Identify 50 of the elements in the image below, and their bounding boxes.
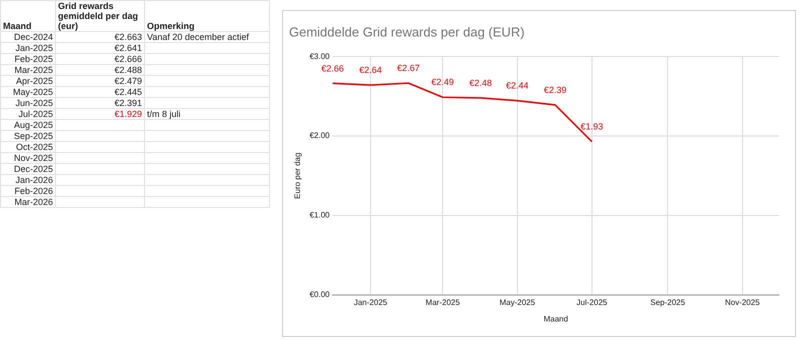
data-label: €2.49 bbox=[431, 77, 454, 88]
data-label: €2.64 bbox=[359, 65, 382, 76]
category-label: Sep-2025 bbox=[0, 130, 56, 142]
data-label: €2.66 bbox=[321, 63, 344, 74]
text: Grid rewards gemiddeld per dag (eur) bbox=[56, 0, 144, 32]
x-tick-label: Sep-2025 bbox=[650, 298, 686, 307]
data-label: €2.44 bbox=[506, 80, 529, 91]
data-label: €2.445 bbox=[56, 86, 144, 98]
y-tick-label: €0.00 bbox=[310, 290, 330, 300]
category-label: Jan-2025 bbox=[0, 42, 56, 54]
category-label: Jun-2025 bbox=[0, 98, 56, 108]
data-label: €2.479 bbox=[56, 76, 144, 86]
chart-title: Gemiddelde Grid rewards per dag (EUR) bbox=[289, 24, 525, 40]
text: Opmerking bbox=[144, 0, 270, 32]
x-tick-label: Nov-2025 bbox=[724, 298, 760, 307]
text: t/m 8 juli bbox=[147, 109, 181, 119]
y-axis-title: Euro per dag bbox=[293, 152, 302, 199]
category-label: Aug-2025 bbox=[0, 120, 56, 130]
text: Maand bbox=[0, 0, 56, 32]
text: Vanaf 20 december actief bbox=[147, 32, 249, 42]
data-label: €2.641 bbox=[56, 42, 144, 54]
category-label: Mar-2026 bbox=[0, 196, 56, 208]
x-tick-label: May-2025 bbox=[499, 298, 536, 307]
category-label: Apr-2025 bbox=[0, 76, 56, 86]
data-label: €2.666 bbox=[56, 54, 144, 64]
y-tick-label: €3.00 bbox=[310, 52, 330, 61]
category-label: Oct-2025 bbox=[0, 142, 56, 152]
category-label: Nov-2025 bbox=[0, 152, 56, 164]
category-label: Dec-2024 bbox=[0, 32, 56, 42]
category-label: May-2025 bbox=[0, 86, 56, 98]
y-tick-label: €2.00 bbox=[310, 131, 330, 140]
data-label: €2.39 bbox=[544, 84, 566, 95]
x-tick-label: Jan-2025 bbox=[354, 298, 388, 307]
category-label: Jul-2025 bbox=[0, 108, 56, 120]
data-label: €1.93 bbox=[580, 122, 604, 132]
data-label: €2.67 bbox=[397, 63, 420, 74]
category-label: Feb-2026 bbox=[0, 186, 56, 196]
x-tick-label: Jul-2025 bbox=[576, 298, 608, 307]
category-label: Jan-2026 bbox=[0, 174, 56, 186]
data-label: €2.663 bbox=[56, 32, 144, 42]
category-label: Feb-2025 bbox=[0, 54, 56, 64]
category-label: Mar-2025 bbox=[0, 64, 56, 76]
x-axis-title: Maand bbox=[544, 314, 568, 324]
data-label: €1.929 bbox=[56, 108, 144, 120]
data-label: €2.391 bbox=[56, 98, 144, 108]
data-label: €2.488 bbox=[56, 64, 144, 76]
category-label: Dec-2025 bbox=[0, 164, 56, 174]
data-label: €2.48 bbox=[469, 78, 492, 88]
y-tick-label: €1.00 bbox=[310, 210, 330, 220]
x-tick-label: Mar-2025 bbox=[426, 298, 460, 307]
